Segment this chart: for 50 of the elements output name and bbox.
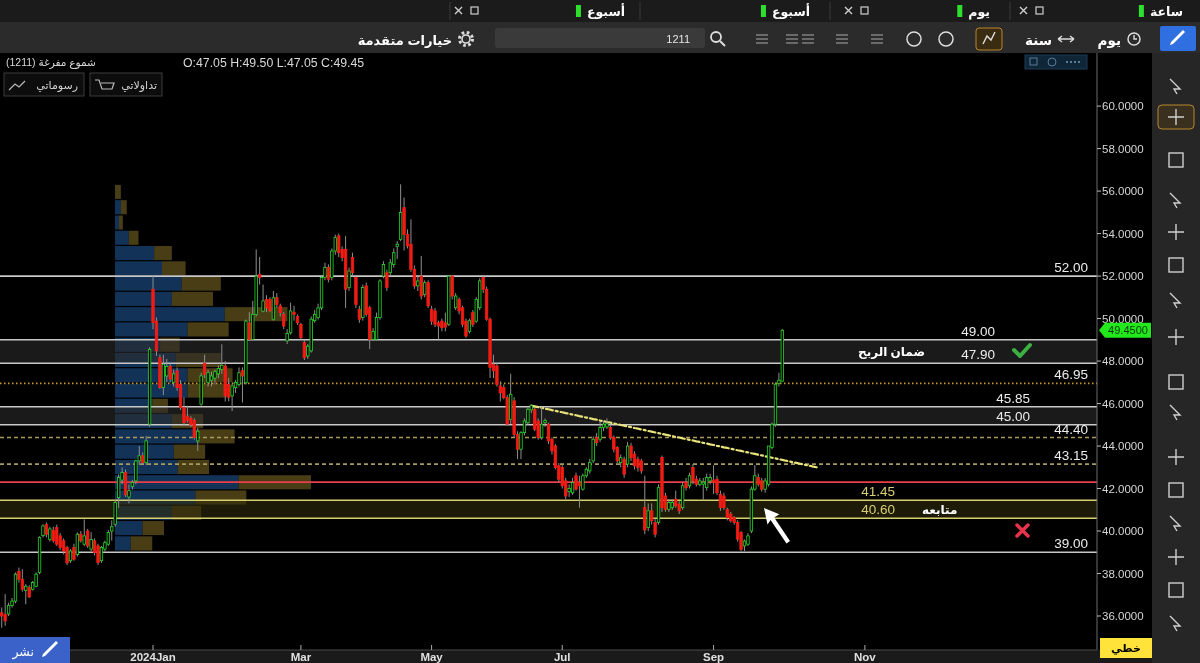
ref-line-label: 41.45 — [861, 484, 895, 500]
x-tick-label: Sep — [703, 651, 725, 663]
x-tick-label: Jul — [553, 651, 571, 663]
y-tick-label: 38.0000 — [1102, 567, 1144, 580]
text: 49.4500 — [1108, 324, 1148, 337]
ref-line-label: 45.85 — [996, 390, 1030, 406]
y-tick-label: 58.0000 — [1102, 142, 1144, 155]
ref-line-label: 40.60 — [861, 502, 895, 518]
y-tick-label: 54.0000 — [1102, 227, 1144, 240]
ref-line-label: 52.00 — [1054, 260, 1088, 276]
ref-line-label: 44.40 — [1054, 421, 1088, 437]
x-tick-label: May — [420, 651, 444, 663]
annotation: رسوماتي — [36, 79, 78, 92]
ref-line-label: 47.90 — [961, 347, 995, 363]
y-tick-label: 36.0000 — [1102, 610, 1144, 623]
text: ساعة — [1149, 5, 1183, 19]
y-tick-label: 50.0000 — [1102, 312, 1144, 325]
y-tick-label: 44.0000 — [1102, 440, 1144, 453]
ref-line-label: 39.00 — [1054, 536, 1088, 552]
text: أسبوع — [771, 3, 810, 19]
text: خطي — [1111, 642, 1141, 655]
text: يوم — [1097, 33, 1121, 49]
chart-subtitle: O:47.05 H:49.50 L:47.05 C:49.45 — [183, 56, 365, 70]
text: يوم — [968, 5, 990, 20]
x-tick-label: Mar — [290, 651, 312, 663]
annotation: نشر — [11, 645, 34, 660]
x-tick-label: 2024Jan — [130, 651, 176, 663]
y-tick-label: 52.0000 — [1102, 270, 1144, 283]
y-tick-label: 40.0000 — [1102, 525, 1144, 538]
band-label: متابعه — [922, 502, 958, 517]
annotation: تداولاتي — [121, 79, 157, 92]
x-tick-label: Nov — [854, 651, 877, 663]
bar — [115, 184, 121, 199]
text: سنة — [1025, 33, 1052, 48]
line-series — [530, 404, 818, 469]
bar — [128, 230, 139, 245]
y-tick-label: 60.0000 — [1102, 100, 1144, 113]
text: 1211 — [666, 33, 690, 45]
chart-title: شموع مفرغة (1211) — [6, 56, 96, 69]
y-tick-label: 46.0000 — [1102, 397, 1144, 410]
text: أسبوع — [586, 3, 625, 19]
band-label: ضمان الربح — [858, 345, 925, 359]
ref-line-label: 45.00 — [996, 408, 1030, 424]
y-tick-label: 56.0000 — [1102, 185, 1144, 198]
ref-line-label: 43.15 — [1054, 448, 1088, 464]
y-tick-label: 42.0000 — [1102, 482, 1144, 495]
y-tick-label: 48.0000 — [1102, 355, 1144, 368]
ref-line-label: 49.00 — [961, 323, 995, 339]
text: خيارات متقدمة — [357, 33, 452, 48]
ref-line-label: 46.95 — [1054, 367, 1088, 383]
